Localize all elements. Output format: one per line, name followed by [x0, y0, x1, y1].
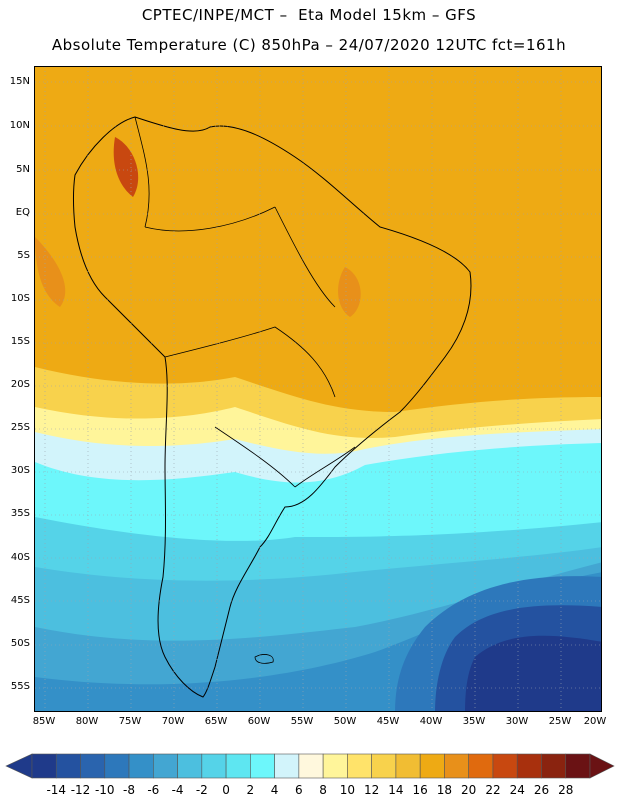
colorbar [5, 753, 615, 779]
lon-label-75w: 75W [118, 716, 142, 727]
lon-label-40w: 40W [419, 716, 443, 727]
colorbar-tick-label: 6 [295, 783, 303, 797]
colorbar-tick-label: -6 [147, 783, 160, 797]
colorbar-tick-label: 26 [533, 783, 550, 797]
colorbar-swatch [492, 753, 518, 779]
colorbar-swatch [55, 753, 81, 779]
colorbar-swatch [153, 753, 178, 779]
lon-label-60w: 60W [247, 716, 271, 727]
band-minus14 [465, 635, 601, 711]
lon-label-85w: 85W [32, 716, 56, 727]
colorbar-tick-label: -12 [70, 783, 91, 797]
colorbar-swatch [322, 753, 348, 779]
colorbar-swatch [516, 753, 542, 779]
lon-label-55w: 55W [290, 716, 314, 727]
lon-label-35w: 35W [462, 716, 486, 727]
lat-label-45s: 45S [10, 595, 30, 606]
colorbar-swatch [347, 753, 372, 779]
colorbar-swatch [541, 753, 567, 779]
hot-spot-andes [113, 137, 139, 197]
colorbar-tick-label: -4 [171, 783, 184, 797]
lat-label-50s: 50S [10, 638, 30, 649]
lat-label-15n: 15N [9, 76, 30, 87]
colorbar-swatch [298, 753, 324, 779]
lat-label-20s: 20S [10, 379, 30, 390]
colorbar-swatch [395, 753, 421, 779]
colorbar-tick-label: 22 [485, 783, 501, 797]
colorbar-arrow-high [589, 753, 615, 779]
lat-label-15s: 15S [10, 336, 30, 347]
warm-patch-pacific [35, 237, 66, 307]
island-outline [254, 654, 274, 664]
colorbar-swatch [177, 753, 203, 779]
colorbar-swatch [128, 753, 154, 779]
lat-label-10s: 10S [10, 293, 30, 304]
colorbar-tick-label: -2 [195, 783, 208, 797]
colorbar-tick-label: 0 [222, 783, 230, 797]
colorbar-tick-label: 14 [388, 783, 404, 797]
colorbar-tick-label: 12 [364, 783, 380, 797]
lat-label-10n: 10N [9, 120, 30, 131]
lon-label-45w: 45W [376, 716, 400, 727]
lat-label-5n: 5N [16, 164, 30, 175]
lat-label-35s: 35S [10, 508, 30, 519]
colorbar-tick-label: 8 [319, 783, 327, 797]
colorbar-swatch [371, 753, 397, 779]
lon-label-20w: 20W [583, 716, 607, 727]
colorbar-tick-label: 28 [558, 783, 574, 797]
colorbar-swatch [80, 753, 106, 779]
colorbar-tick-label: 24 [509, 783, 525, 797]
grid-lines [35, 67, 601, 711]
lon-label-65w: 65W [204, 716, 228, 727]
map-subtitle: Absolute Temperature (C) 850hPa – 24/07/… [51, 36, 567, 54]
warm-patch-brazil [338, 267, 361, 317]
colorbar-tick-label: -10 [94, 783, 115, 797]
colorbar-swatch [31, 753, 57, 779]
colorbar-tick-label: 4 [270, 783, 279, 797]
lon-label-50w: 50W [333, 716, 357, 727]
colorbar-arrow-low [5, 753, 33, 779]
colorbar-tick-label: 16 [412, 783, 428, 797]
lon-label-25w: 25W [548, 716, 572, 727]
lat-label-40s: 40S [10, 552, 30, 563]
colorbar-tick-label: 18 [436, 783, 453, 797]
colorbar-swatch [419, 753, 445, 779]
lon-label-30w: 30W [505, 716, 529, 727]
colorbar-swatch [274, 753, 300, 779]
colorbar-swatch [565, 753, 591, 779]
south-america-outline [73, 116, 472, 698]
colorbar-swatch [468, 753, 494, 779]
lon-label-80w: 80W [75, 716, 99, 727]
map-title: CPTEC/INPE/MCT – Eta Model 15km – GFS [141, 6, 477, 24]
lat-label-eq: EQ [15, 207, 30, 218]
colorbar-swatch [444, 753, 469, 779]
temperature-map [34, 66, 602, 712]
country-borders [134, 116, 356, 488]
colorbar-swatch [201, 753, 227, 779]
colorbar-tick-label: -14 [46, 783, 67, 797]
lat-label-55s: 55S [10, 681, 30, 692]
lat-label-30s: 30S [10, 465, 30, 476]
colorbar-swatch [225, 753, 251, 779]
colorbar-swatch [104, 753, 130, 779]
lon-label-70w: 70W [161, 716, 185, 727]
lat-label-25s: 25S [10, 422, 30, 433]
colorbar-tick-label: -8 [123, 783, 136, 797]
colorbar-swatch [250, 753, 275, 779]
colorbar-tick-label: 20 [461, 783, 477, 797]
lat-label-5s: 5S [17, 250, 30, 261]
colorbar-tick-label: 10 [339, 783, 356, 797]
colorbar-tick-label: 2 [246, 783, 255, 797]
